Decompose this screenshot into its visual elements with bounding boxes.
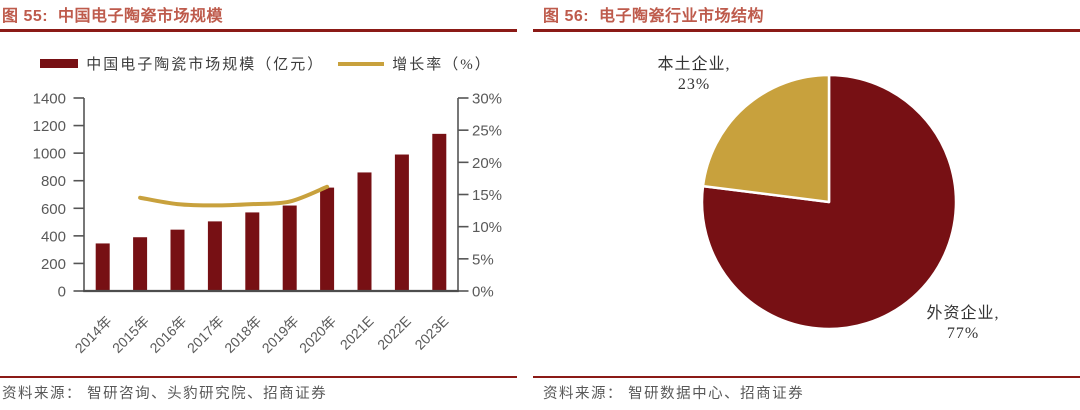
svg-text:2015年: 2015年: [109, 313, 152, 356]
figure-55-source-rule: [0, 376, 517, 378]
left-axis: 0 200 400 600 800 1000 1200 1400: [33, 91, 85, 301]
svg-text:1400: 1400: [33, 91, 66, 108]
svg-text:15%: 15%: [472, 187, 502, 204]
bar-2020年: [320, 187, 335, 291]
svg-text:1200: 1200: [33, 118, 66, 135]
svg-text:2023E: 2023E: [411, 313, 451, 353]
figure-55-title: 图 55: 中国电子陶瓷市场规模: [2, 8, 223, 25]
pie-label-foreign-value: 77%: [946, 325, 980, 342]
svg-text:2021E: 2021E: [337, 313, 377, 353]
bar-2021E: [357, 172, 372, 291]
bar-2016年: [170, 229, 185, 291]
svg-text:20%: 20%: [472, 155, 502, 172]
figure-56-source: 资料来源： 智研数据中心、招商证券: [543, 386, 805, 402]
figure-56-title: 图 56: 电子陶瓷行业市场结构: [543, 8, 764, 25]
figure-56-pie-chart: [700, 73, 958, 331]
svg-text:600: 600: [41, 201, 66, 218]
bar-2017年: [207, 221, 222, 291]
svg-text:800: 800: [41, 173, 66, 190]
svg-text:2016年: 2016年: [146, 313, 189, 356]
pie-label-foreign-name: 外资企业,: [926, 305, 1000, 322]
svg-text:1000: 1000: [33, 146, 66, 163]
bar-2022E: [394, 154, 409, 291]
legend-bar-swatch: [40, 59, 79, 68]
svg-text:2022E: 2022E: [374, 313, 414, 353]
figure-56-panel: 图 56: 电子陶瓷行业市场结构 本土企业, 23% 外资企业, 77% 资料来…: [533, 0, 1080, 410]
pie-slice-foreign: [700, 73, 958, 331]
svg-text:2020年: 2020年: [296, 313, 339, 356]
legend-line-swatch: [338, 61, 385, 66]
svg-text:2017年: 2017年: [184, 313, 227, 356]
figure-55-legend: 中国电子陶瓷市场规模（亿元） 增长率（%）: [0, 53, 518, 74]
growth-rate-line: [138, 184, 330, 208]
figure-56-source-rule: [533, 376, 1080, 378]
pie-label-domestic-value: 23%: [677, 76, 711, 93]
pie-label-domestic: 本土企业, 23%: [619, 55, 769, 95]
figure-55-title-rule: [0, 29, 517, 32]
pie-label-foreign: 外资企业, 77%: [888, 304, 1038, 344]
bar-2014年: [95, 243, 110, 291]
svg-text:25%: 25%: [472, 123, 502, 140]
svg-text:2014年: 2014年: [72, 313, 115, 356]
svg-text:0%: 0%: [472, 284, 494, 301]
pie-label-domestic-name: 本土企业,: [657, 56, 731, 73]
pie-slice-domestic: [701, 73, 831, 204]
svg-text:2018年: 2018年: [221, 313, 264, 356]
bar-2019年: [282, 205, 297, 291]
right-axis: 0% 5% 10% 15% 20% 25% 30%: [457, 91, 502, 301]
legend-bar-label: 中国电子陶瓷市场规模（亿元）: [86, 57, 325, 73]
svg-text:2019年: 2019年: [259, 313, 302, 356]
bar-2015年: [133, 237, 148, 291]
svg-text:400: 400: [41, 228, 66, 245]
svg-text:10%: 10%: [472, 219, 502, 236]
svg-text:0: 0: [58, 284, 66, 301]
figure-55-combo-chart: 0 200 400 600 800 1000 1200 1400 0% 5% 10% 15% 20% 25…: [33, 91, 502, 357]
svg-text:30%: 30%: [472, 91, 502, 108]
figure-55-source: 资料来源： 智研咨询、头豹研究院、招商证券: [2, 386, 328, 402]
figure-55-panel: 图 55: 中国电子陶瓷市场规模 中国电子陶瓷市场规模（亿元） 增长率（%） 0…: [0, 0, 518, 410]
figure-56-title-rule: [533, 29, 1080, 32]
svg-text:5%: 5%: [472, 251, 494, 268]
bar-series-market-size: [95, 133, 447, 291]
bar-2018年: [245, 212, 260, 291]
x-axis-labels: 2014年2015年2016年2017年2018年2019年2020年2021E…: [72, 313, 452, 356]
legend-line-label: 增长率（%）: [392, 57, 492, 73]
svg-text:200: 200: [41, 256, 66, 273]
bar-2023E: [432, 133, 447, 291]
